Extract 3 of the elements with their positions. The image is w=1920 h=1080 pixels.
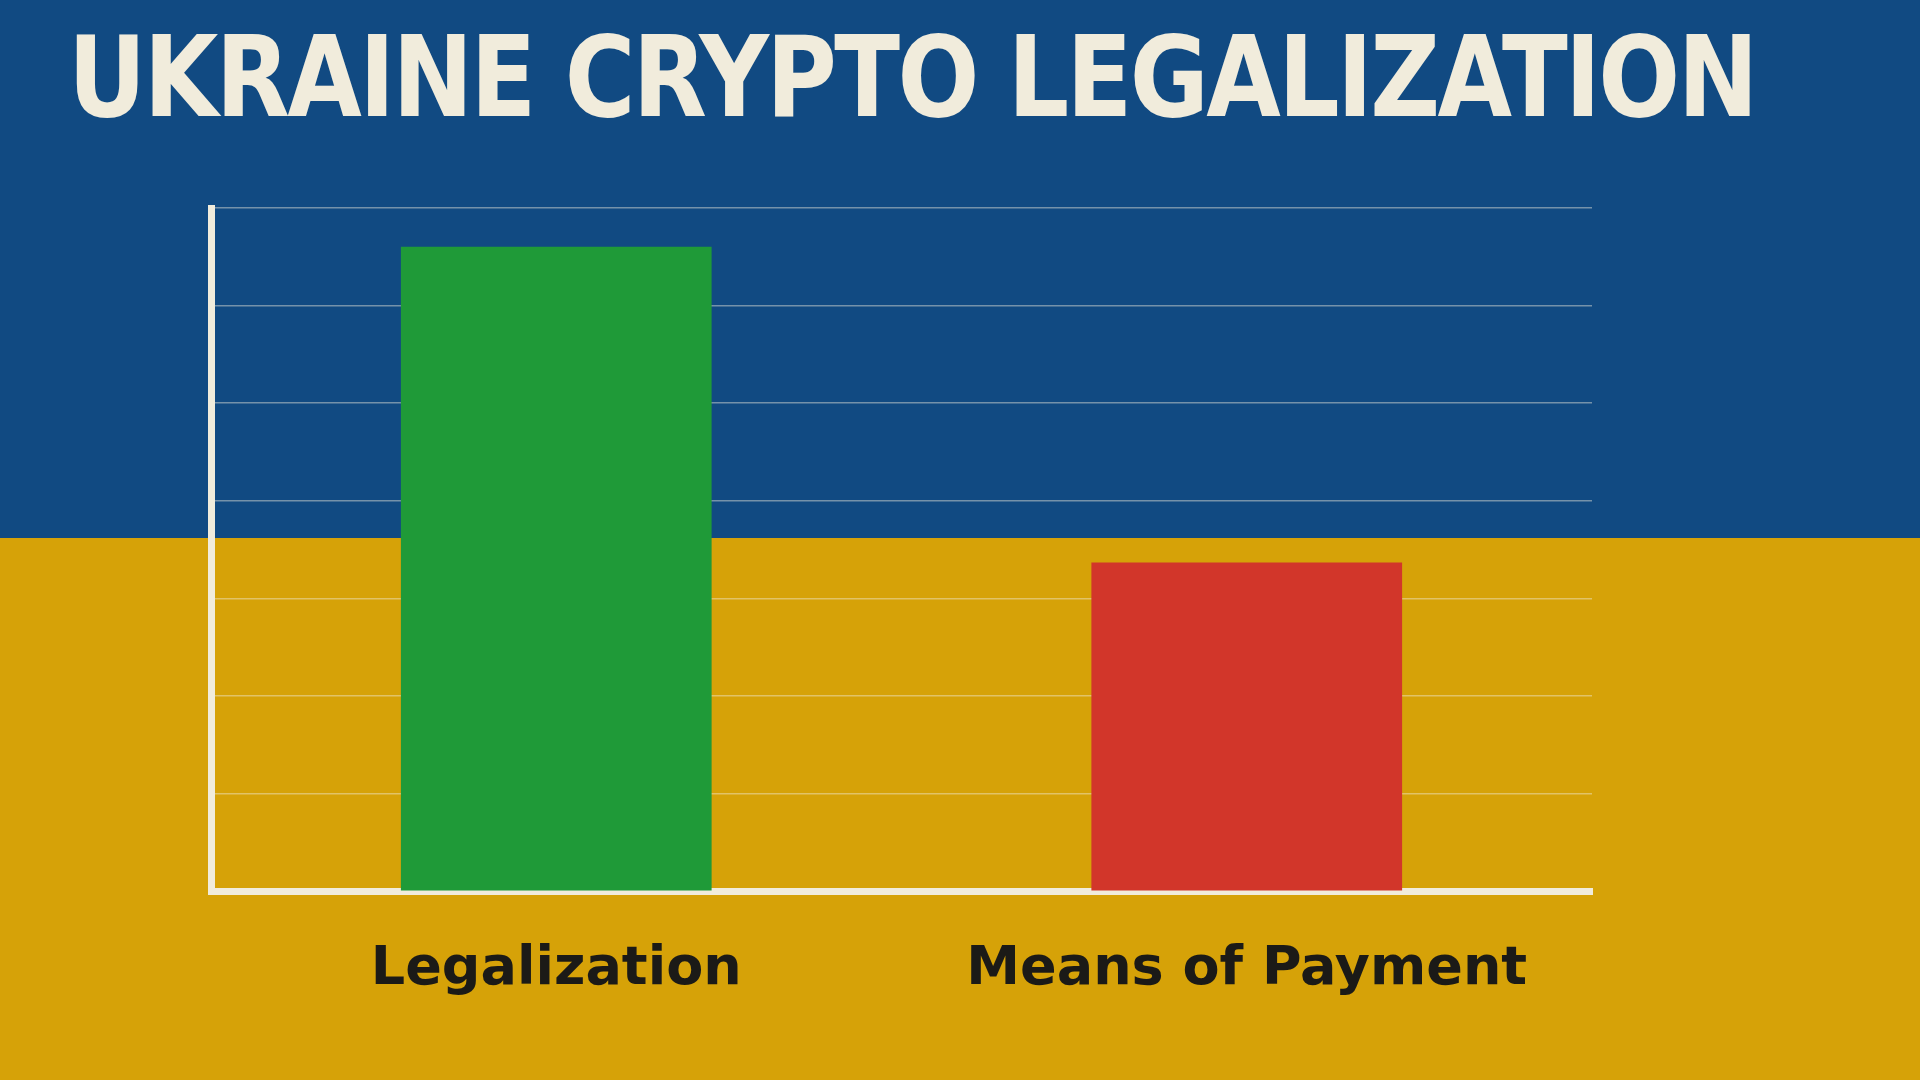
chart-title: UKRAINE CRYPTO LEGALIZATION — [68, 12, 1756, 142]
x-tick-label: Means of Payment — [966, 933, 1528, 997]
x-tick-label: Legalization — [370, 933, 742, 997]
